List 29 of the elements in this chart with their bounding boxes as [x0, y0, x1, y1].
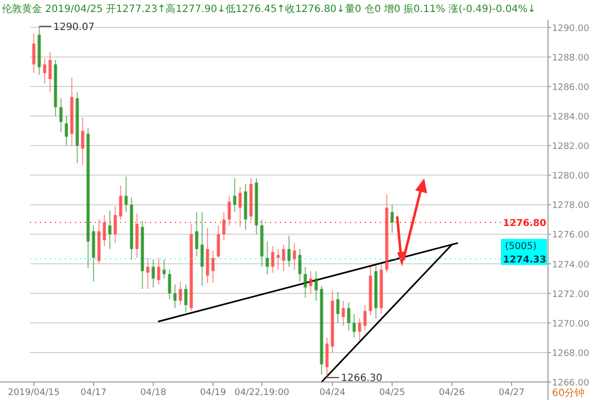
x-tick-label: 04/22,19:00 [234, 388, 290, 398]
y-tick-label: 1280.00 [552, 172, 590, 182]
annotation: 1290.07 [53, 22, 95, 33]
x-tick-label: 04/26 [438, 388, 466, 398]
chart-title: 伦敦黄金 2019/04/25 开1277.23↑高1277.90↓低1276.45↑收1276.80↓量0 仓0 增0 振0.11% 涨(-0.49)-0.04%↓ [2, 3, 536, 15]
x-tick-label: 04/25 [379, 388, 406, 398]
y-tick-label: 1288.00 [552, 53, 590, 64]
y-tick-label: 1278.00 [552, 201, 590, 212]
y-tick-label: 1266.00 [552, 378, 590, 388]
y-tick-label: 1286.00 [552, 82, 590, 93]
x-tick-label: 04/19 [200, 388, 226, 398]
text: 60分钟 [552, 387, 585, 399]
y-tick-label: 1276.00 [552, 230, 590, 241]
ref-line-label: 1274.33 [503, 254, 546, 266]
x-tick-label: 04/27 [498, 388, 525, 398]
x-tick-label: 2019/04/15 [8, 388, 60, 398]
y-tick-label: 1268.00 [552, 348, 590, 359]
x-tick-label: 04/18 [140, 388, 166, 398]
annotation: (5005) [505, 240, 537, 252]
annotation: 1266.30 [341, 373, 382, 384]
x-tick-label: 04/17 [80, 388, 106, 398]
y-tick-label: 1274.00 [552, 260, 590, 270]
y-tick-label: 1270.00 [552, 319, 590, 330]
x-tick-label: 04/24 [319, 388, 346, 398]
y-tick-label: 1284.00 [552, 112, 590, 123]
y-tick-label: 1272.00 [552, 290, 590, 300]
y-tick-label: 1282.00 [552, 142, 590, 152]
y-tick-label: 1290.00 [552, 24, 590, 34]
ref-line-label: 1276.80 [503, 218, 547, 229]
